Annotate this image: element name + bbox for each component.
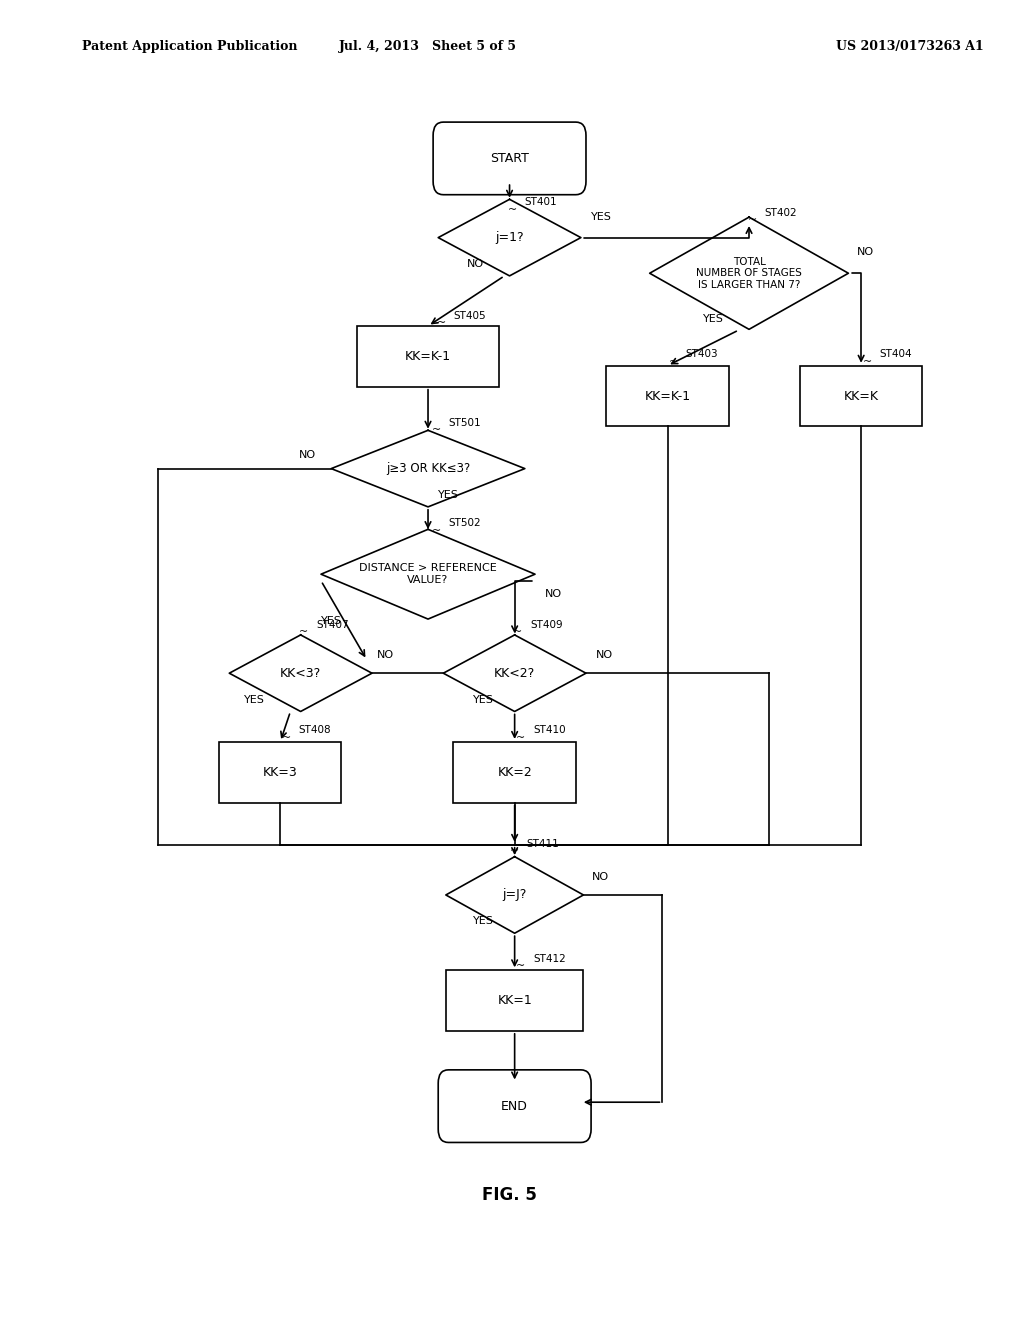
Text: ST502: ST502 xyxy=(449,517,481,528)
Text: KK=1: KK=1 xyxy=(498,994,532,1007)
Text: j≥3 OR KK≤3?: j≥3 OR KK≤3? xyxy=(386,462,470,475)
Text: DISTANCE > REFERENCE
VALUE?: DISTANCE > REFERENCE VALUE? xyxy=(359,564,497,585)
Text: NO: NO xyxy=(545,589,562,599)
FancyBboxPatch shape xyxy=(606,366,729,426)
Text: ~: ~ xyxy=(282,733,291,743)
Text: ~: ~ xyxy=(508,205,517,215)
FancyBboxPatch shape xyxy=(454,742,575,803)
Text: ~: ~ xyxy=(431,525,440,536)
Text: KK=K-1: KK=K-1 xyxy=(404,350,452,363)
Text: NO: NO xyxy=(596,649,613,660)
Text: NO: NO xyxy=(857,247,874,257)
FancyBboxPatch shape xyxy=(356,326,500,387)
Text: KK=K-1: KK=K-1 xyxy=(644,389,690,403)
Text: NO: NO xyxy=(299,450,316,461)
Text: KK=K: KK=K xyxy=(844,389,879,403)
Text: START: START xyxy=(490,152,529,165)
Text: YES: YES xyxy=(473,694,495,705)
Text: NO: NO xyxy=(467,259,484,269)
Text: ST402: ST402 xyxy=(764,207,797,218)
Text: ST408: ST408 xyxy=(299,725,331,735)
Text: ST405: ST405 xyxy=(454,310,486,321)
Text: ST401: ST401 xyxy=(525,197,557,207)
Text: KK=3: KK=3 xyxy=(263,766,298,779)
Text: TOTAL
NUMBER OF STAGES
IS LARGER THAN 7?: TOTAL NUMBER OF STAGES IS LARGER THAN 7? xyxy=(696,256,802,290)
Text: ~: ~ xyxy=(516,733,525,743)
Text: ST412: ST412 xyxy=(532,953,565,964)
Text: ST403: ST403 xyxy=(686,348,719,359)
Text: YES: YES xyxy=(438,490,459,500)
Text: KK<2?: KK<2? xyxy=(494,667,536,680)
Text: YES: YES xyxy=(591,211,612,222)
Text: ~: ~ xyxy=(436,318,445,329)
Text: ~: ~ xyxy=(669,356,678,367)
Text: ST407: ST407 xyxy=(316,619,348,630)
Text: j=1?: j=1? xyxy=(496,231,524,244)
FancyBboxPatch shape xyxy=(438,1069,591,1142)
Text: FIG. 5: FIG. 5 xyxy=(482,1185,537,1204)
Text: YES: YES xyxy=(473,916,495,927)
Text: US 2013/0173263 A1: US 2013/0173263 A1 xyxy=(836,40,983,53)
Text: ~: ~ xyxy=(516,961,525,972)
Text: YES: YES xyxy=(244,694,265,705)
Text: ~: ~ xyxy=(510,846,519,857)
Text: YES: YES xyxy=(321,616,342,627)
Text: ~: ~ xyxy=(299,627,308,638)
Text: NO: NO xyxy=(377,649,394,660)
Text: ~: ~ xyxy=(748,215,757,226)
Text: Patent Application Publication: Patent Application Publication xyxy=(82,40,297,53)
Text: ST409: ST409 xyxy=(530,619,562,630)
Text: ~: ~ xyxy=(513,627,522,638)
Text: YES: YES xyxy=(702,314,724,325)
Text: ST404: ST404 xyxy=(880,348,912,359)
Text: ST501: ST501 xyxy=(449,417,481,428)
Text: ST411: ST411 xyxy=(527,838,560,849)
Text: KK=2: KK=2 xyxy=(498,766,532,779)
FancyBboxPatch shape xyxy=(433,121,586,195)
Text: ~: ~ xyxy=(862,356,871,367)
Text: ~: ~ xyxy=(431,425,440,436)
Text: ST410: ST410 xyxy=(532,725,565,735)
Text: KK<3?: KK<3? xyxy=(280,667,322,680)
FancyBboxPatch shape xyxy=(219,742,341,803)
Text: Jul. 4, 2013   Sheet 5 of 5: Jul. 4, 2013 Sheet 5 of 5 xyxy=(339,40,517,53)
Text: j=J?: j=J? xyxy=(503,888,526,902)
FancyBboxPatch shape xyxy=(800,366,923,426)
Text: NO: NO xyxy=(592,871,609,882)
FancyBboxPatch shape xyxy=(445,970,584,1031)
Text: END: END xyxy=(501,1100,528,1113)
